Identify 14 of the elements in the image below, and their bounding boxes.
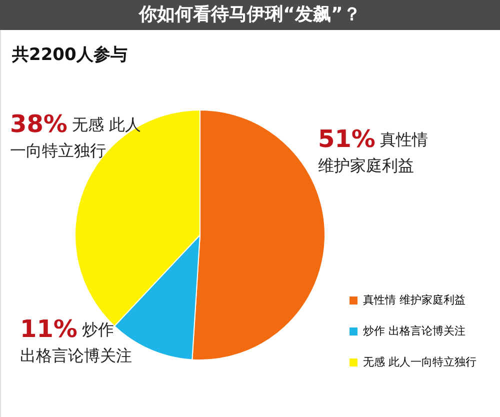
text: 维护家庭利益	[318, 156, 414, 175]
text: 无感 此人	[72, 115, 142, 134]
text: 炒作	[82, 320, 114, 339]
legend-label: 无感 此人一向特立独行	[363, 356, 476, 368]
legend-label: 炒作 出格言论博关注	[363, 324, 466, 338]
data-label: 11%	[20, 315, 78, 343]
chart-title: 你如何看待马伊琍“发飙”？	[138, 4, 361, 25]
text: 真性情	[380, 130, 428, 149]
chart-subtitle: 共2200人参与	[11, 45, 128, 65]
data-label: 38%	[10, 110, 68, 138]
data-label: 51%	[318, 125, 376, 153]
legend-label: 真性情 维护家庭利益	[363, 294, 466, 306]
text: 一向特立独行	[10, 141, 106, 160]
text: 出格言论博关注	[20, 346, 132, 365]
